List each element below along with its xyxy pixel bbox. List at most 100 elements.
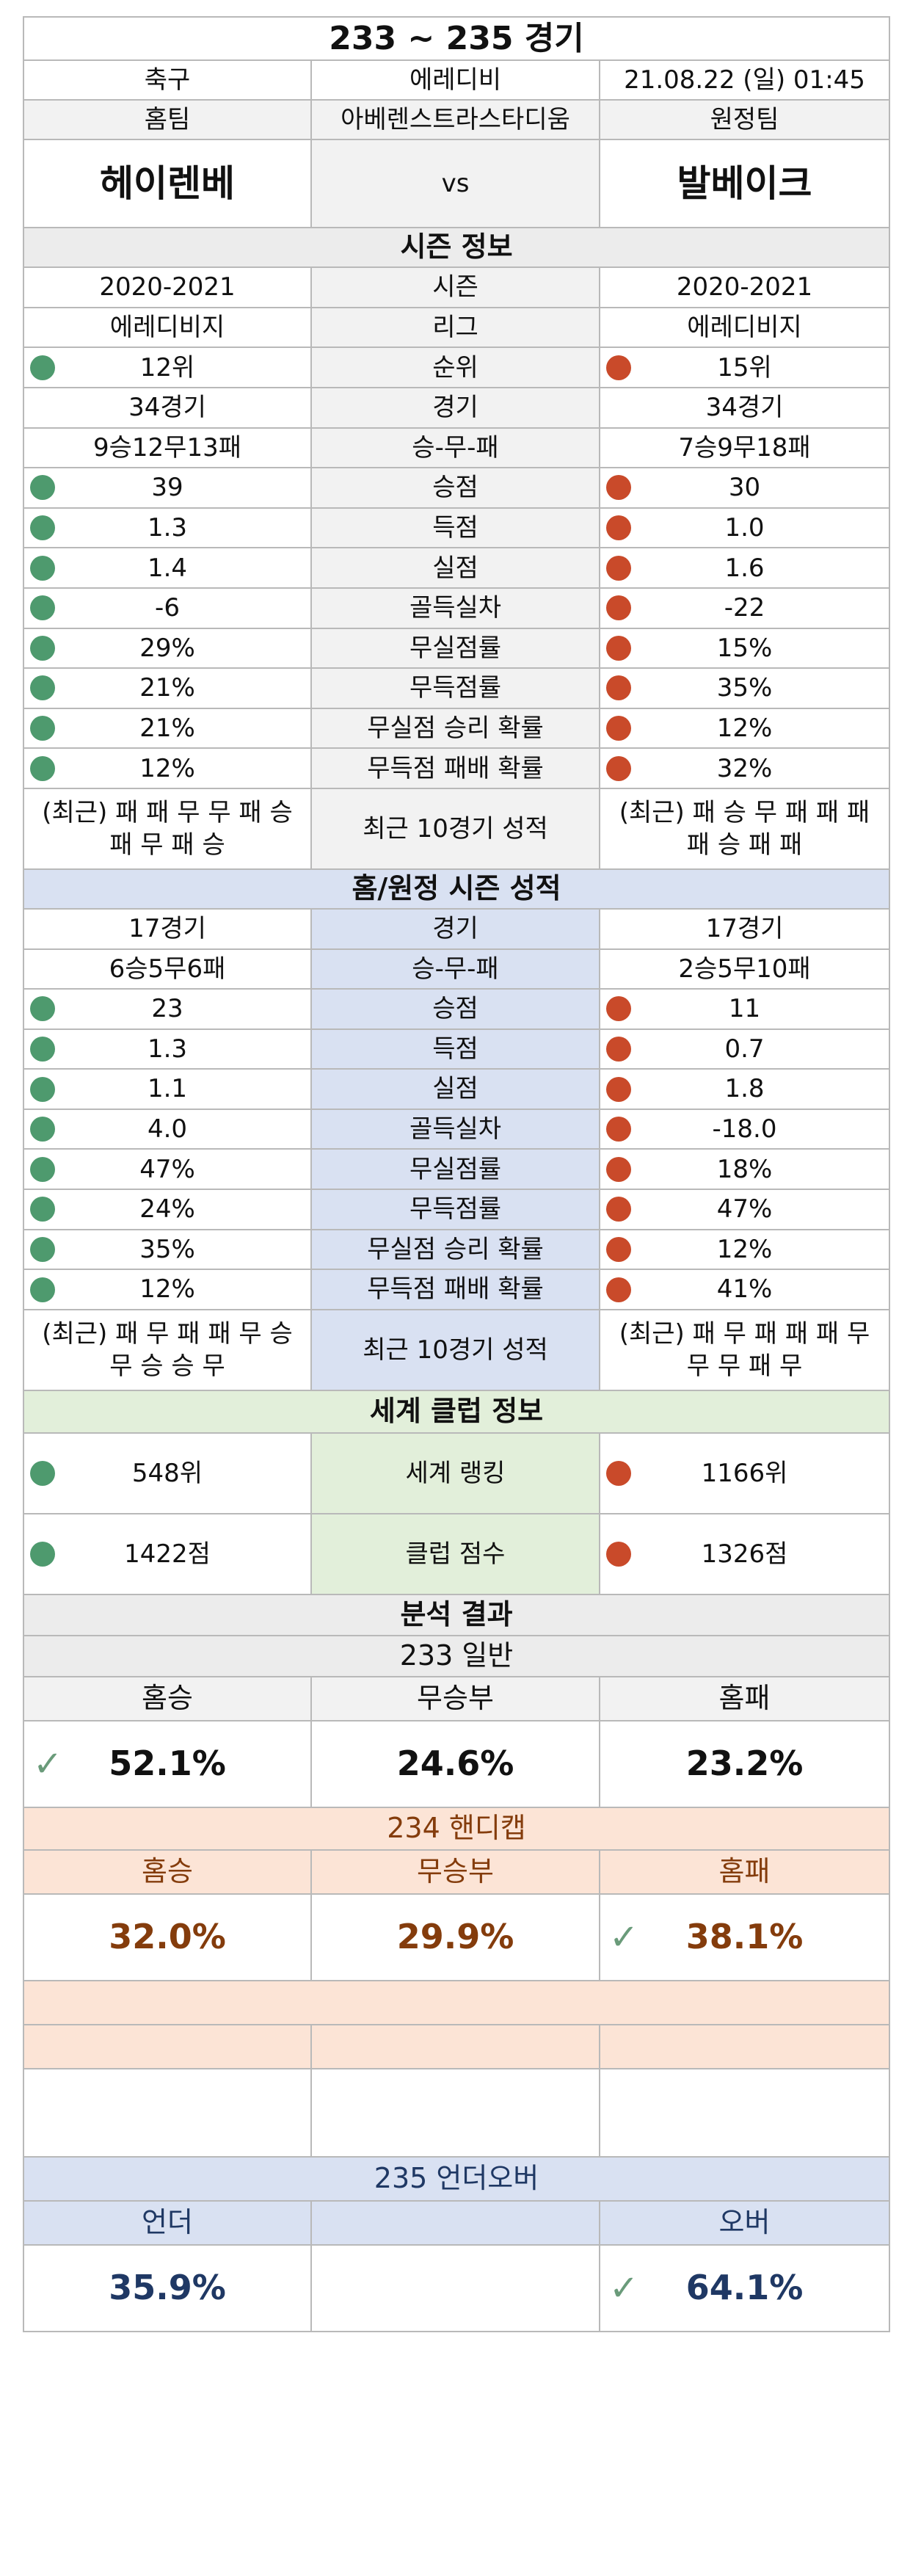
home-stat-value-text: 에레디비지 bbox=[109, 312, 225, 342]
stat-label-text: 시즌 bbox=[432, 272, 478, 302]
red-circle-icon bbox=[606, 635, 631, 661]
away-stat-value-text: -18.0 bbox=[712, 1114, 777, 1144]
stat-label: 무득점 패배 확률 bbox=[310, 747, 600, 789]
stat-label: 승점 bbox=[310, 988, 600, 1030]
away-stat-value: 18% bbox=[598, 1148, 891, 1191]
away-stat-value-text: 12% bbox=[716, 713, 773, 743]
stat-label: 골득실차 bbox=[310, 1108, 600, 1150]
red-circle-icon bbox=[606, 515, 631, 541]
stat-label: 무득점률 bbox=[310, 667, 600, 709]
away-stat-value-text: 12% bbox=[716, 1234, 773, 1264]
away-stat-value: 1.6 bbox=[598, 547, 891, 589]
home-stat-value-text: 12% bbox=[139, 1274, 195, 1305]
home-stat-value: 548위 bbox=[23, 1432, 312, 1514]
away-stat-value-text: 0.7 bbox=[724, 1034, 765, 1064]
green-circle-icon bbox=[30, 1236, 55, 1262]
analysis-section-header: 분석 결과 bbox=[22, 1593, 891, 1636]
away-stat-value-text: 47% bbox=[716, 1194, 773, 1224]
handicap-probability-text: 29.9% bbox=[396, 1916, 514, 1956]
stat-label-text: 세계 랭킹 bbox=[405, 1458, 506, 1488]
season-recent-label: 최근 10경기 성적 bbox=[310, 787, 600, 870]
analysis-table: 233 ~ 235 경기 축구 에레디비 21.08.22 (일) 01:45 … bbox=[22, 15, 891, 2332]
red-circle-icon bbox=[606, 1076, 631, 1102]
home-stat-value-text: 21% bbox=[139, 713, 195, 743]
green-circle-icon bbox=[30, 1277, 55, 1302]
green-circle-icon bbox=[30, 1460, 55, 1486]
handicap-probability-value: ✓ 38.1% bbox=[598, 1893, 891, 1981]
home-stat-value-text: 35% bbox=[139, 1234, 195, 1264]
league-cell: 에레디비 bbox=[310, 59, 600, 101]
away-stat-value-text: 32% bbox=[716, 753, 773, 783]
home-stat-value-text: 9승12무13패 bbox=[93, 432, 241, 462]
green-circle-icon bbox=[30, 755, 55, 781]
stat-label: 경기 bbox=[310, 907, 600, 950]
red-circle-icon bbox=[606, 755, 631, 781]
away-stat-value-text: 18% bbox=[716, 1154, 773, 1184]
handicap-probability-value: 32.0% bbox=[23, 1893, 312, 1981]
away-stat-value: 35% bbox=[598, 667, 891, 709]
away-stat-value-text: 34경기 bbox=[705, 393, 784, 423]
empty-peach-cell bbox=[598, 2023, 891, 2069]
red-circle-icon bbox=[606, 1460, 631, 1486]
match-analysis-sheet: 233 ~ 235 경기 축구 에레디비 21.08.22 (일) 01:45 … bbox=[22, 15, 891, 2332]
home-stat-value: 12% bbox=[23, 1269, 312, 1310]
home-stat-value-text: 6승5무6패 bbox=[109, 954, 226, 984]
homeaway-home-recent: (최근) 패 무 패 패 무 승 무 승 승 무 bbox=[23, 1308, 312, 1391]
stat-label: 승점 bbox=[310, 467, 600, 509]
stat-label: 세계 랭킹 bbox=[310, 1432, 600, 1514]
home-stat-value-text: 39 bbox=[151, 473, 183, 503]
homeaway-recent-label: 최근 10경기 성적 bbox=[310, 1308, 600, 1391]
away-stat-value-text: -22 bbox=[724, 593, 765, 623]
home-stat-value: 24% bbox=[23, 1189, 312, 1230]
stat-row: 21% 무득점률 35% bbox=[23, 667, 891, 709]
check-icon: ✓ bbox=[609, 1916, 639, 1958]
away-stat-value: 15위 bbox=[598, 347, 891, 388]
away-team-name: 발베이크 bbox=[598, 139, 891, 229]
home-stat-value-text: 12위 bbox=[139, 352, 195, 382]
away-stat-value: 12% bbox=[598, 1228, 891, 1271]
general-probability-text: 24.6% bbox=[396, 1743, 514, 1783]
home-stat-value: 4.0 bbox=[23, 1108, 312, 1150]
red-circle-icon bbox=[606, 555, 631, 581]
green-circle-icon bbox=[30, 515, 55, 541]
home-stat-value-text: 1.3 bbox=[147, 1034, 188, 1064]
empty-peach-cell bbox=[310, 2023, 600, 2069]
home-stat-value: 1.3 bbox=[23, 507, 312, 549]
general-probability-text: 23.2% bbox=[685, 1743, 804, 1783]
stat-row: 39 승점 30 bbox=[23, 467, 891, 509]
away-stat-value: 15% bbox=[598, 627, 891, 670]
handicap-label-draw: 무승부 bbox=[310, 1848, 600, 1895]
home-stat-value: -6 bbox=[23, 587, 312, 629]
stat-label-text: 승-무-패 bbox=[412, 954, 499, 984]
stat-row: 4.0 골득실차 -18.0 bbox=[23, 1108, 891, 1150]
away-stat-value-text: 15% bbox=[716, 633, 773, 663]
stat-label-text: 경기 bbox=[432, 393, 478, 423]
home-stat-value: 1.3 bbox=[23, 1028, 312, 1070]
red-circle-icon bbox=[606, 716, 631, 741]
home-stat-value-text: 47% bbox=[139, 1154, 195, 1184]
green-circle-icon bbox=[30, 595, 55, 621]
away-stat-value-text: 15위 bbox=[717, 352, 772, 382]
stat-label: 무실점 승리 확률 bbox=[310, 707, 600, 750]
underover-header: 235 언더오버 bbox=[22, 2155, 891, 2202]
green-circle-icon bbox=[30, 1076, 55, 1102]
home-stat-value-text: 2020-2021 bbox=[99, 272, 236, 302]
stat-label: 승-무-패 bbox=[310, 948, 600, 990]
away-stat-value: 1326점 bbox=[598, 1512, 891, 1595]
stat-row: 6승5무6패 승-무-패 2승5무10패 bbox=[23, 948, 891, 990]
season-home-recent: (최근) 패 패 무 무 패 승 패 무 패 승 bbox=[23, 787, 312, 870]
away-stat-value-text: 11 bbox=[728, 994, 761, 1024]
green-circle-icon bbox=[30, 355, 55, 380]
stat-row: 34경기 경기 34경기 bbox=[23, 386, 891, 429]
stat-row: -6 골득실차 -22 bbox=[23, 587, 891, 629]
world-stats: 548위 세계 랭킹 1166위 1422점 클럽 점수 1326점 bbox=[23, 1432, 891, 1595]
away-stat-value-text: 17경기 bbox=[705, 914, 784, 944]
stat-label: 무실점률 bbox=[310, 1148, 600, 1191]
red-circle-icon bbox=[606, 1541, 631, 1567]
stat-row: 12% 무득점 패배 확률 32% bbox=[23, 747, 891, 789]
away-stat-value-text: 2020-2021 bbox=[676, 272, 813, 302]
stat-row: 12위 순위 15위 bbox=[23, 347, 891, 388]
home-team-label: 홈팀 bbox=[23, 99, 312, 141]
stat-label: 리그 bbox=[310, 306, 600, 349]
stat-label: 승-무-패 bbox=[310, 427, 600, 469]
